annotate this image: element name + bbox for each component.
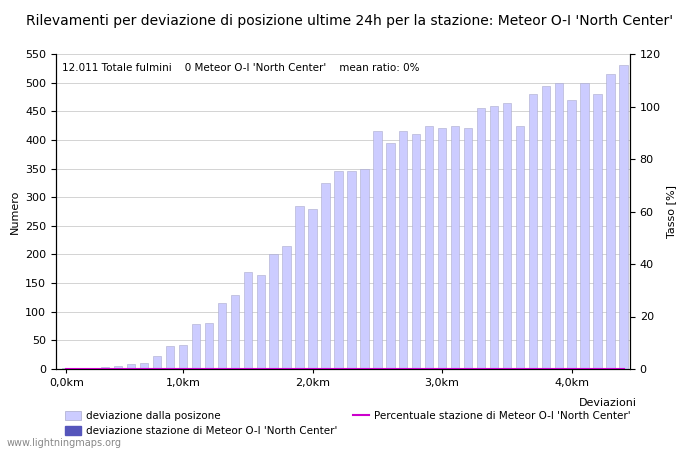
Bar	[178, 345, 187, 369]
Bar	[620, 65, 628, 369]
Bar	[88, 368, 97, 369]
Bar	[218, 303, 226, 369]
Bar	[127, 364, 135, 369]
Y-axis label: Numero: Numero	[10, 189, 20, 234]
Legend: deviazione dalla posizone, deviazione stazione di Meteor O-I 'North Center', Per: deviazione dalla posizone, deviazione st…	[61, 407, 635, 440]
Bar	[425, 126, 433, 369]
Bar	[399, 131, 407, 369]
Bar	[360, 169, 369, 369]
Bar	[386, 143, 395, 369]
Bar	[308, 209, 317, 369]
Bar	[568, 100, 576, 369]
Bar	[244, 272, 252, 369]
Bar	[204, 323, 213, 369]
Text: www.lightningmaps.org: www.lightningmaps.org	[7, 438, 122, 448]
Bar	[192, 324, 200, 369]
Bar	[490, 106, 498, 369]
Bar	[516, 126, 524, 369]
Bar	[594, 94, 602, 369]
Text: Rilevamenti per deviazione di posizione ultime 24h per la stazione: Meteor O-I ': Rilevamenti per deviazione di posizione …	[27, 14, 673, 27]
Bar	[295, 206, 304, 369]
Bar	[114, 366, 122, 369]
Bar	[477, 108, 485, 369]
Bar	[438, 128, 447, 369]
Bar	[580, 83, 589, 369]
Bar	[321, 183, 330, 369]
Bar	[335, 171, 343, 369]
Bar	[542, 86, 550, 369]
Bar	[270, 254, 278, 369]
Bar	[503, 103, 511, 369]
Bar	[230, 295, 239, 369]
Bar	[528, 94, 537, 369]
Bar	[140, 363, 148, 369]
Bar	[373, 131, 382, 369]
Bar	[282, 246, 290, 369]
Text: Deviazioni: Deviazioni	[579, 398, 637, 408]
Bar	[101, 367, 109, 369]
Bar	[606, 74, 615, 369]
Bar	[554, 83, 563, 369]
Bar	[256, 274, 265, 369]
Bar	[451, 126, 459, 369]
Bar	[464, 128, 473, 369]
Bar	[153, 356, 161, 369]
Bar	[347, 171, 356, 369]
Bar	[166, 346, 174, 369]
Y-axis label: Tasso [%]: Tasso [%]	[666, 185, 676, 238]
Text: 12.011 Totale fulmini    0 Meteor O-I 'North Center'    mean ratio: 0%: 12.011 Totale fulmini 0 Meteor O-I 'Nort…	[62, 63, 419, 73]
Bar	[412, 134, 421, 369]
